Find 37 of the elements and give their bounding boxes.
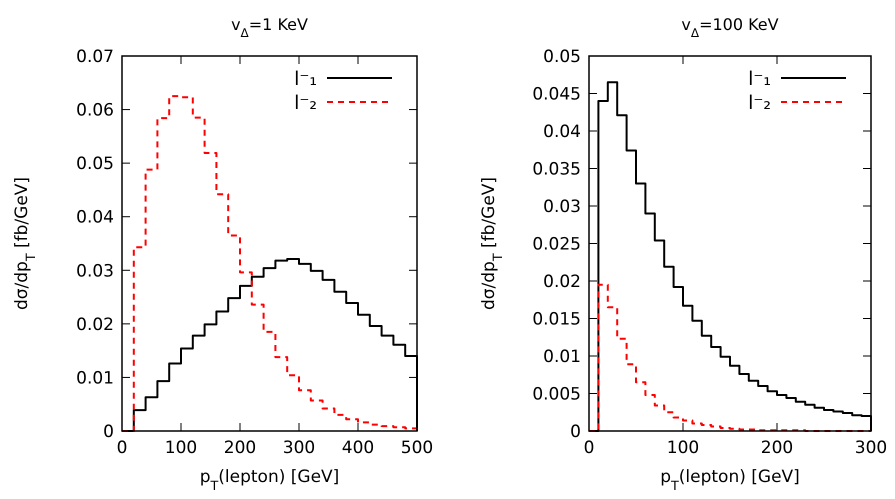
y-tick-label: 0 (570, 422, 581, 442)
y-tick-label: 0.02 (76, 314, 114, 335)
x-tick-label: 400 (342, 438, 374, 458)
y-tick-label: 0.05 (543, 47, 581, 67)
x-tick-label: 200 (224, 438, 256, 458)
legend-label: l⁻₂ (294, 92, 317, 114)
legend-label: l⁻₁ (748, 68, 771, 90)
y-tick-label: 0.03 (76, 261, 114, 282)
x-tick-label: 200 (760, 438, 794, 458)
chart-title: v$_{Δ}$=1 KeV (231, 15, 308, 40)
x-axis-title: p$_{T}$(lepton) [GeV] (200, 467, 340, 494)
legend-label: l⁻₂ (748, 92, 771, 114)
y-tick-label: 0.025 (532, 234, 581, 254)
y-tick-label: 0.035 (532, 160, 581, 180)
y-tick-label: 0.06 (76, 100, 114, 121)
y-tick-label: 0.02 (543, 272, 581, 292)
y-tick-label: 0.01 (76, 368, 114, 388)
x-tick-label: 100 (164, 438, 198, 458)
x-tick-label: 100 (666, 438, 700, 458)
x-axis-title: p$_{T}$(lepton) [GeV] (660, 467, 800, 494)
y-tick-label: 0 (103, 422, 114, 442)
x-tick-label: 300 (854, 438, 888, 458)
chart-title: v$_{Δ}$=100 KeV (681, 15, 779, 40)
y-tick-label: 0.015 (532, 310, 581, 330)
y-tick-label: 0.04 (543, 122, 581, 142)
y-tick-label: 0.04 (76, 208, 114, 228)
legend-label: l⁻₁ (294, 68, 317, 90)
y-tick-label: 0.03 (543, 197, 581, 217)
y-tick-label: 0.07 (76, 47, 114, 67)
y-tick-label: 0.045 (532, 84, 581, 104)
y-tick-label: 0.005 (532, 384, 581, 404)
y-tick-label: 0.05 (76, 154, 114, 174)
x-tick-label: 0 (116, 438, 128, 458)
y-tick-label: 0.01 (543, 347, 581, 367)
x-tick-label: 300 (282, 438, 316, 458)
x-tick-label: 500 (400, 438, 434, 458)
x-tick-label: 0 (584, 438, 594, 458)
